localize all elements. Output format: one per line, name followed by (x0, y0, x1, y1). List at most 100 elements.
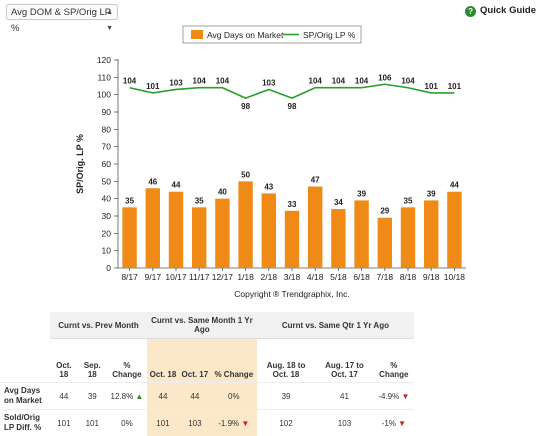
line-value-label: 104 (332, 77, 346, 86)
line-value-label: 103 (262, 78, 276, 87)
bar (285, 211, 299, 268)
y-tick-label: 30 (102, 211, 112, 221)
table-cell: -4.9% ▼ (374, 383, 414, 410)
y-tick-label: 110 (97, 72, 111, 82)
y-tick-label: 70 (102, 142, 112, 152)
bar (262, 193, 276, 268)
line-value-label: 103 (169, 78, 183, 87)
bar (238, 181, 252, 268)
line-value-label: 101 (425, 82, 439, 91)
x-tick-label: 1/18 (237, 272, 254, 282)
bar-value-label: 39 (357, 189, 366, 198)
x-tick-label: 2/18 (261, 272, 278, 282)
x-tick-label: 8/18 (400, 272, 417, 282)
cell-value: -1.9% (218, 419, 239, 428)
table-cell: 101 (78, 410, 107, 436)
bar (215, 199, 229, 268)
y-tick-label: 10 (102, 246, 112, 256)
column-header: Aug. 17 to Oct. 17 (315, 339, 373, 383)
x-tick-label: 7/18 (377, 272, 394, 282)
bar-value-label: 40 (218, 188, 227, 197)
bar-value-label: 29 (380, 207, 389, 216)
bar-value-label: 39 (427, 189, 436, 198)
table-cell: 12.8% ▲ (107, 383, 147, 410)
y-tick-label: 20 (102, 228, 112, 238)
bar-value-label: 50 (241, 170, 250, 179)
bar (401, 207, 415, 268)
legend-label: SP/Orig LP % (303, 30, 356, 40)
column-header-row: Oct. 18 Sep. 18 % Change Oct. 18 Oct. 17… (0, 339, 414, 383)
group-header-same-qtr: Curnt vs. Same Qtr 1 Yr Ago (257, 312, 414, 339)
bar-value-label: 43 (264, 182, 273, 191)
line-value-label: 98 (288, 102, 297, 111)
group-header-same-month: Curnt vs. Same Month 1 Yr Ago (147, 312, 257, 339)
stats-table-wrapper: Curnt vs. Prev Month Curnt vs. Same Mont… (0, 312, 414, 436)
group-header-prev-month: Curnt vs. Prev Month (50, 312, 147, 339)
bar (122, 207, 136, 268)
line-value-label: 104 (355, 77, 369, 86)
row-label-header (0, 339, 50, 383)
table-cell: 0% (107, 410, 147, 436)
x-tick-label: 5/18 (330, 272, 347, 282)
table-cell: 102 (257, 410, 315, 436)
line-value-label: 98 (241, 102, 250, 111)
cell-value: 12.8% (111, 392, 134, 401)
table-cell: 101 (147, 410, 179, 436)
column-header: % Change (107, 339, 147, 383)
y-tick-label: 50 (102, 176, 112, 186)
y-tick-label: 0 (106, 263, 111, 273)
column-header: Sep. 18 (78, 339, 107, 383)
table-cell: 44 (179, 383, 211, 410)
row-label: Sold/Orig LP Diff. % (0, 410, 50, 436)
quick-guide-link[interactable]: ?Quick Guide (465, 5, 536, 17)
x-tick-label: 4/18 (307, 272, 324, 282)
line-value-label: 104 (401, 77, 415, 86)
x-tick-label: 6/18 (353, 272, 370, 282)
column-header: Oct. 18 (147, 339, 179, 383)
legend-label: Avg Days on Market (207, 30, 284, 40)
bar-value-label: 47 (311, 176, 320, 185)
arrow-down-icon: ▼ (398, 419, 406, 428)
table-cell: 39 (78, 383, 107, 410)
group-header-row: Curnt vs. Prev Month Curnt vs. Same Mont… (0, 312, 414, 339)
column-header: Aug. 18 to Oct. 18 (257, 339, 315, 383)
line-value-label: 104 (123, 77, 137, 86)
table-cell: 0% (211, 383, 257, 410)
bar-value-label: 44 (450, 181, 459, 190)
chart-type-selector[interactable]: Avg DOM & SP/Orig LP % ▲▼ (6, 4, 118, 20)
table-cell: 41 (315, 383, 373, 410)
x-tick-label: 12/17 (212, 272, 234, 282)
y-tick-label: 90 (102, 107, 112, 117)
cell-value: -4.9% (378, 392, 399, 401)
line-value-label: 101 (448, 82, 462, 91)
bar-value-label: 44 (172, 181, 181, 190)
y-axis-title: SP/Orig. LP % (75, 134, 85, 194)
bar (192, 207, 206, 268)
bar-value-label: 46 (148, 177, 157, 186)
x-tick-label: 11/17 (189, 272, 210, 282)
dom-sp-chart: Avg Days on Market SP/Orig LP % 0 10 20 30 40 5… (0, 22, 550, 304)
line-value-label: 106 (378, 73, 392, 82)
corner-cell (0, 312, 50, 339)
x-tick-label: 10/18 (444, 272, 466, 282)
table-cell: 103 (315, 410, 373, 436)
column-header: % Change (374, 339, 414, 383)
table-cell: 101 (50, 410, 78, 436)
x-tick-label: 9/17 (145, 272, 162, 282)
help-icon: ? (465, 6, 476, 17)
bar-value-label: 35 (195, 196, 204, 205)
row-label: Avg Days on Market (0, 383, 50, 410)
bar (424, 200, 438, 268)
bar (146, 188, 160, 268)
table-cell: -1.9% ▼ (211, 410, 257, 436)
arrow-down-icon: ▼ (241, 419, 249, 428)
legend-swatch-bar (191, 30, 203, 39)
table-cell: 44 (147, 383, 179, 410)
bar (308, 187, 322, 268)
y-tick-label: 120 (97, 55, 111, 65)
x-tick-label: 9/18 (423, 272, 440, 282)
line-value-label: 104 (193, 77, 207, 86)
x-tick-label: 3/18 (284, 272, 301, 282)
column-header: % Change (211, 339, 257, 383)
bar (378, 218, 392, 268)
